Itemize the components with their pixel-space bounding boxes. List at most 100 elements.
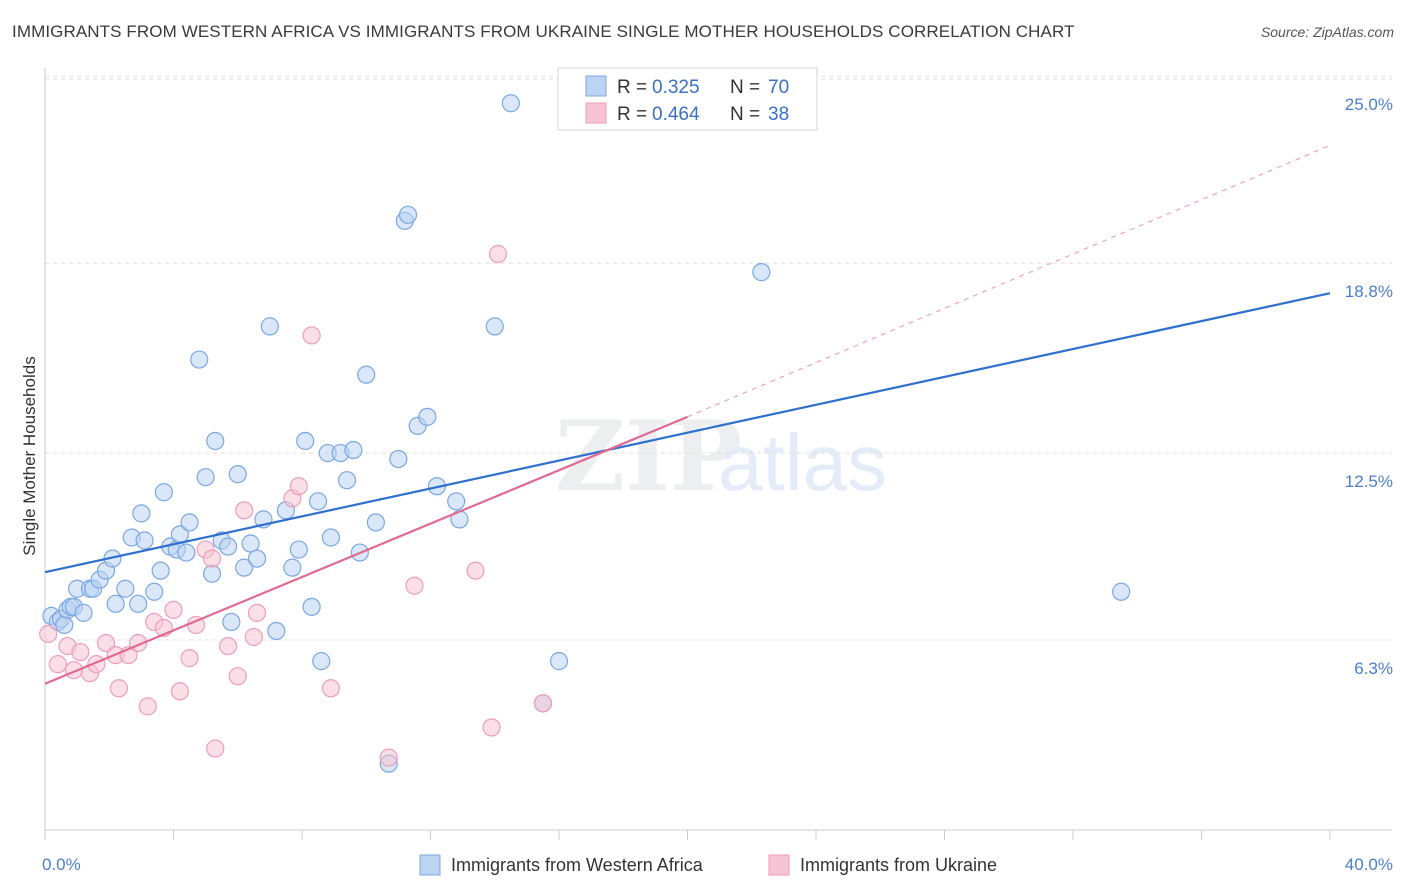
bottom-legend-label-western-africa: Immigrants from Western Africa: [451, 855, 704, 875]
x-tick-label-end: 40.0%: [1345, 855, 1393, 874]
point-0-19: [135, 531, 154, 550]
point-0-29: [196, 468, 215, 487]
svg-text:atlas: atlas: [718, 418, 887, 507]
point-0-30: [202, 564, 222, 583]
point-0-35: [228, 465, 247, 484]
trend-extension-1: [687, 144, 1331, 418]
chart-title: IMMIGRANTS FROM WESTERN AFRICA VS IMMIGR…: [12, 22, 1075, 41]
x-tick-label-start: 0.0%: [42, 855, 81, 874]
trend-line-0: [44, 292, 1331, 574]
bottom-legend-swatch-ukraine: [768, 854, 790, 876]
point-0-18: [132, 504, 151, 523]
point-0-28: [190, 350, 209, 369]
point-0-27: [180, 513, 199, 532]
point-0-36: [235, 558, 254, 577]
point-1-7: [96, 633, 116, 653]
point-0-44: [289, 540, 308, 559]
point-0-53: [344, 440, 363, 460]
legend-r-label-0: R =: [617, 77, 647, 98]
point-0-66: [485, 317, 504, 336]
point-0-47: [308, 492, 328, 511]
legend-n-value-0: 70: [768, 77, 789, 98]
point-1-23: [228, 667, 247, 686]
x-ticks: [44, 830, 1331, 840]
point-1-30: [321, 679, 341, 698]
point-0-58: [389, 449, 408, 469]
point-1-24: [235, 501, 254, 520]
y-tick-label-2: 18.8%: [1345, 282, 1393, 301]
point-1-12: [138, 697, 157, 716]
point-1-36: [533, 694, 553, 713]
point-1-34: [482, 718, 501, 737]
point-0-37: [241, 534, 260, 553]
point-0-21: [151, 561, 170, 580]
point-1-31: [379, 748, 398, 767]
point-1-17: [180, 649, 199, 668]
point-1-26: [247, 603, 267, 622]
point-1-22: [219, 636, 238, 656]
point-0-67: [501, 94, 520, 113]
legend-swatch-ukraine: [585, 102, 607, 124]
point-0-70: [1112, 582, 1131, 601]
point-0-14: [106, 594, 125, 613]
point-0-64: [447, 492, 466, 511]
point-0-33: [219, 537, 238, 556]
point-1-32: [405, 576, 424, 595]
series-western-africa-points: [42, 94, 1131, 773]
point-1-28: [289, 477, 308, 496]
point-0-26: [177, 543, 196, 562]
point-1-4: [71, 642, 90, 662]
point-0-31: [206, 431, 225, 451]
point-1-0: [39, 624, 58, 644]
point-1-1: [48, 655, 67, 674]
y-axis-label: Single Mother Households: [20, 356, 39, 555]
point-0-22: [154, 483, 173, 502]
point-1-33: [466, 561, 485, 580]
point-1-35: [488, 244, 508, 264]
point-0-46: [302, 597, 321, 616]
point-0-55: [357, 365, 376, 384]
point-0-60: [398, 205, 418, 224]
point-1-15: [164, 600, 183, 619]
legend-n-value-1: 38: [768, 104, 789, 125]
legend: R = 0.325 N = 70 R = 0.464 N = 38: [557, 67, 818, 131]
y-tick-labels: 6.3% 12.5% 18.8% 25.0%: [1345, 95, 1393, 678]
point-1-25: [244, 627, 263, 647]
point-0-48: [312, 652, 331, 671]
trend-lines: [44, 144, 1331, 685]
point-0-45: [296, 431, 315, 451]
point-0-62: [418, 407, 437, 426]
point-0-40: [260, 317, 279, 336]
trend-line-1: [44, 415, 688, 685]
point-1-16: [170, 682, 190, 701]
gridlines: [45, 75, 1392, 641]
bottom-legend: Immigrants from Western Africa Immigrant…: [419, 854, 997, 876]
point-1-9: [109, 679, 128, 698]
y-tick-label-1: 12.5%: [1345, 472, 1393, 491]
point-0-43: [283, 558, 302, 577]
point-0-20: [145, 582, 164, 601]
point-1-29: [302, 326, 321, 345]
point-0-69: [752, 263, 771, 282]
point-0-17: [129, 594, 148, 613]
point-0-41: [267, 621, 286, 641]
legend-r-value-0: 0.325: [652, 77, 700, 98]
svg-text:ZIP: ZIP: [555, 400, 742, 513]
chart-source: Source: ZipAtlas.com: [1260, 24, 1394, 40]
bottom-legend-swatch-western-africa: [419, 854, 441, 876]
point-0-3: [55, 615, 74, 635]
point-1-21: [206, 739, 225, 758]
point-0-52: [337, 471, 357, 490]
legend-n-label-1: N =: [730, 104, 760, 125]
legend-n-label-0: N =: [730, 77, 760, 98]
series-ukraine-points: [39, 88, 585, 767]
bottom-legend-label-ukraine: Immigrants from Ukraine: [800, 855, 997, 875]
watermark: ZIP atlas: [555, 400, 887, 513]
legend-r-label-1: R =: [617, 104, 647, 125]
point-0-38: [247, 549, 267, 568]
point-1-20: [202, 549, 222, 568]
legend-r-value-1: 0.464: [652, 104, 700, 125]
point-0-8: [74, 603, 93, 622]
point-0-68: [549, 652, 569, 671]
